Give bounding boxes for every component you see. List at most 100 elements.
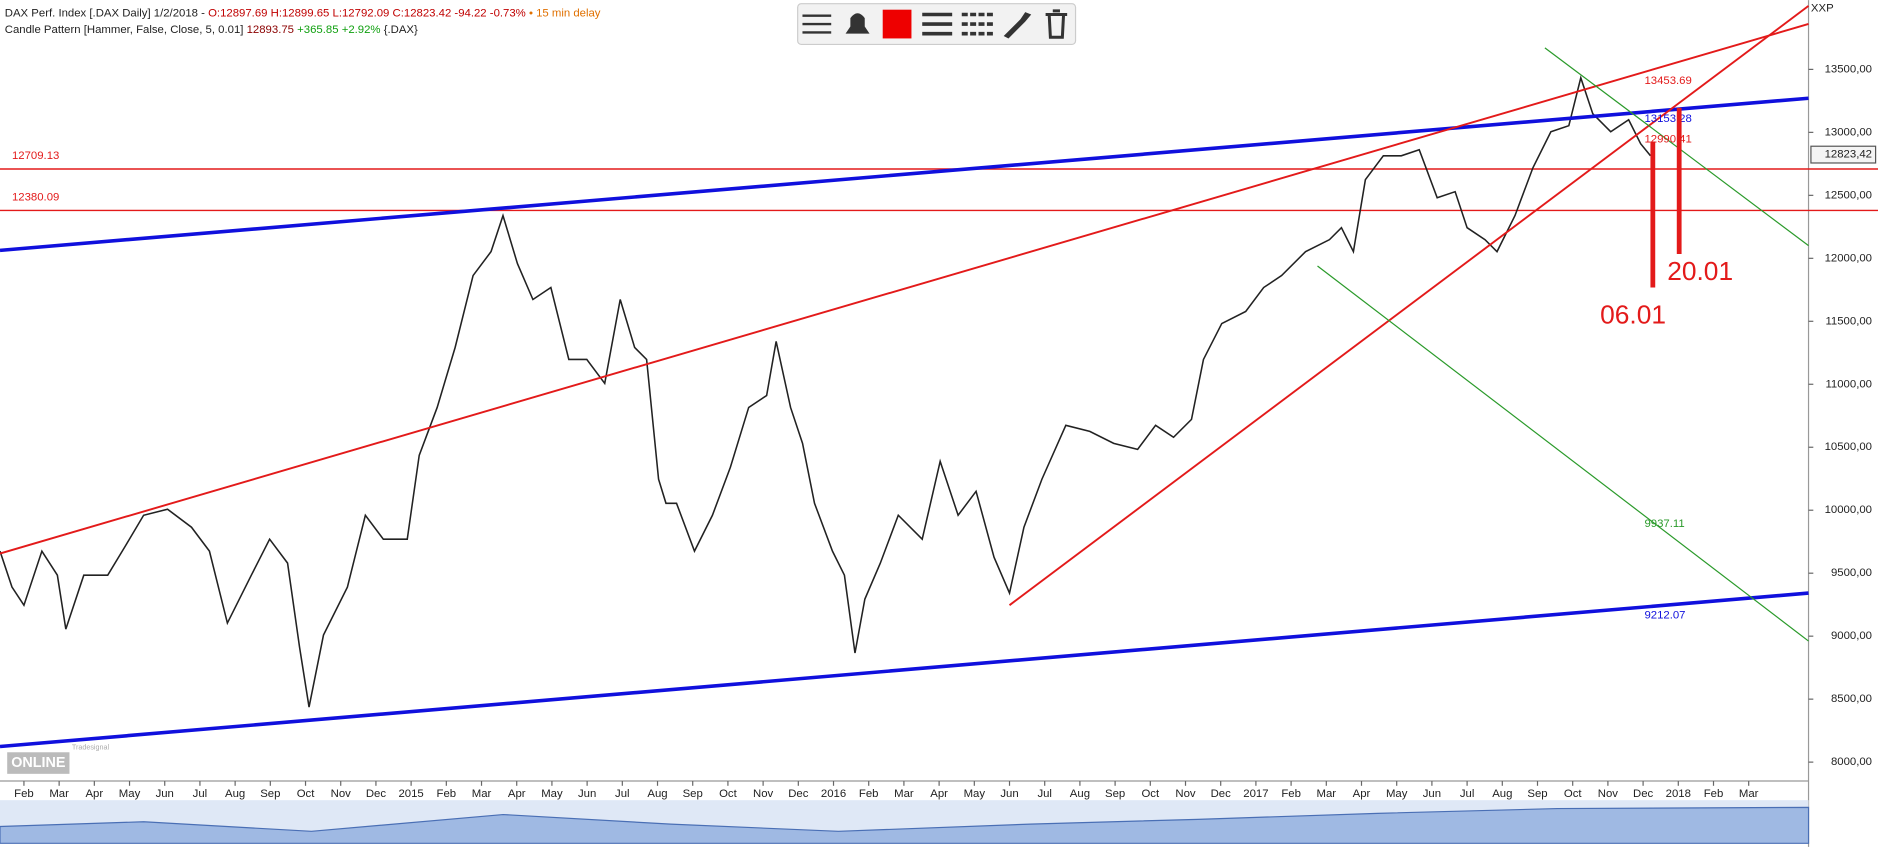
- trendline: [1008, 5, 1810, 606]
- x-tick-label: Apr: [508, 788, 526, 800]
- x-tick-label: Aug: [1492, 788, 1512, 800]
- x-tick-label: Feb: [14, 788, 34, 800]
- x-tick-label: Oct: [297, 788, 316, 800]
- trendline: [0, 96, 1809, 253]
- x-tick-label: Jul: [193, 788, 208, 800]
- y-tick-label: 12000,00: [1825, 252, 1872, 264]
- x-tick-label: Jul: [1460, 788, 1475, 800]
- x-tick-label: Sep: [1527, 788, 1547, 800]
- header-line: Candle Pattern [Hammer, False, Close, 5,…: [5, 24, 418, 36]
- x-tick-label: May: [1386, 788, 1408, 800]
- header-line: DAX Perf. Index [.DAX Daily] 1/2/2018 - …: [5, 7, 601, 19]
- level-label: 12380.09: [12, 191, 59, 203]
- trendline: [1317, 265, 1809, 642]
- x-tick-label: Jun: [578, 788, 596, 800]
- x-tick-label: Mar: [894, 788, 914, 800]
- corner-label: XXP: [1811, 2, 1834, 14]
- x-tick-label: Jul: [1037, 788, 1052, 800]
- tools-button[interactable]: [1003, 12, 1032, 39]
- y-tick-label: 9000,00: [1831, 630, 1872, 642]
- logo-text: ONLINE: [11, 755, 66, 771]
- logo-box: [7, 752, 70, 774]
- x-tick-label: May: [541, 788, 563, 800]
- x-tick-label: May: [964, 788, 986, 800]
- x-tick-label: Feb: [1704, 788, 1724, 800]
- indicator-value: 12893.75: [247, 24, 294, 36]
- indicator: Candle Pattern [Hammer, False, Close, 5,…: [5, 24, 244, 36]
- trendline: [1544, 47, 1809, 247]
- overview: [0, 800, 1810, 844]
- logo-top: Tradesignal: [72, 743, 110, 751]
- x-tick-label: Oct: [719, 788, 738, 800]
- x-tick-label: Oct: [1564, 788, 1583, 800]
- delete-button[interactable]: [1045, 9, 1068, 39]
- color-button[interactable]: [882, 9, 912, 39]
- instrument: DAX Perf. Index [.DAX Daily] 1/2/2018 -: [5, 7, 205, 19]
- x-tick-label: Feb: [859, 788, 879, 800]
- x-tick-label: 2018: [1666, 788, 1691, 800]
- x-tick-label: Mar: [49, 788, 69, 800]
- x-tick-label: Apr: [930, 788, 948, 800]
- settings-button[interactable]: [802, 14, 832, 34]
- y-tick-label: 12500,00: [1825, 189, 1872, 201]
- x-tick-label: Mar: [1317, 788, 1337, 800]
- y-tick-label: 9500,00: [1831, 567, 1872, 579]
- level-label: 13453.69: [1644, 75, 1691, 87]
- x-tick-label: Sep: [683, 788, 703, 800]
- level-label: 9212.07: [1644, 609, 1685, 621]
- x-tick-label: Aug: [225, 788, 245, 800]
- overview-area: [0, 806, 1810, 844]
- x-tick-label: Aug: [647, 788, 667, 800]
- ohlc: O:12897.69 H:12899.65 L:12792.09 C:12823…: [208, 7, 526, 19]
- plot-area: 12709.1312380.0913453.6913153.2812990.41…: [0, 5, 1878, 749]
- x-tick-label: Feb: [437, 788, 457, 800]
- trendline: [0, 22, 1809, 555]
- x-tick-label: Jun: [1000, 788, 1018, 800]
- toolbar: [797, 3, 1077, 46]
- x-tick-label: Nov: [1175, 788, 1196, 800]
- y-tick-label: 10000,00: [1825, 504, 1872, 516]
- y-tick-label: 13000,00: [1825, 126, 1872, 138]
- y-tick-label: 10500,00: [1825, 441, 1872, 453]
- x-tick-label: Nov: [753, 788, 774, 800]
- y-tick-label: 8500,00: [1831, 693, 1872, 705]
- x-tick-label: Jul: [615, 788, 630, 800]
- y-tick-label: 8000,00: [1831, 756, 1872, 768]
- x-tick-label: 2016: [821, 788, 846, 800]
- x-tick-label: Mar: [472, 788, 492, 800]
- delay: • 15 min delay: [529, 7, 601, 19]
- x-tick-label: Oct: [1141, 788, 1160, 800]
- level-label: 12709.13: [12, 150, 59, 162]
- annotation: 06.01: [1600, 299, 1666, 329]
- level-label: 9937.11: [1644, 518, 1684, 530]
- y-tick-label: 13500,00: [1825, 63, 1872, 75]
- x-tick-label: Feb: [1281, 788, 1301, 800]
- line-width-button[interactable]: [922, 12, 953, 36]
- last-price-box: [1810, 145, 1877, 164]
- x-tick-label: Dec: [1633, 788, 1654, 800]
- x-tick-label: May: [119, 788, 141, 800]
- symbol: {.DAX}: [384, 24, 418, 36]
- alert-button[interactable]: [845, 13, 870, 34]
- x-tick-label: Nov: [1598, 788, 1619, 800]
- annotation: 20.01: [1667, 256, 1733, 286]
- indicator-change: +365.85 +2.92%: [297, 24, 380, 36]
- trendline: [0, 591, 1809, 749]
- y-tick-label: 11000,00: [1825, 378, 1872, 390]
- x-tick-label: Jun: [156, 788, 174, 800]
- last-price-label: 12823,42: [1825, 149, 1872, 161]
- line-style-button[interactable]: [961, 12, 993, 36]
- price-line: [0, 75, 1652, 708]
- x-tick-label: Sep: [260, 788, 280, 800]
- logo: ONLINE Tradesignal: [7, 743, 110, 774]
- x-tick-label: Dec: [788, 788, 809, 800]
- y-tick-label: 11500,00: [1825, 315, 1872, 327]
- x-tick-label: Dec: [1211, 788, 1232, 800]
- level-label: 13153.28: [1644, 113, 1691, 125]
- x-tick-label: Nov: [331, 788, 352, 800]
- x-tick-label: 2017: [1243, 788, 1268, 800]
- x-tick-label: 2015: [398, 788, 423, 800]
